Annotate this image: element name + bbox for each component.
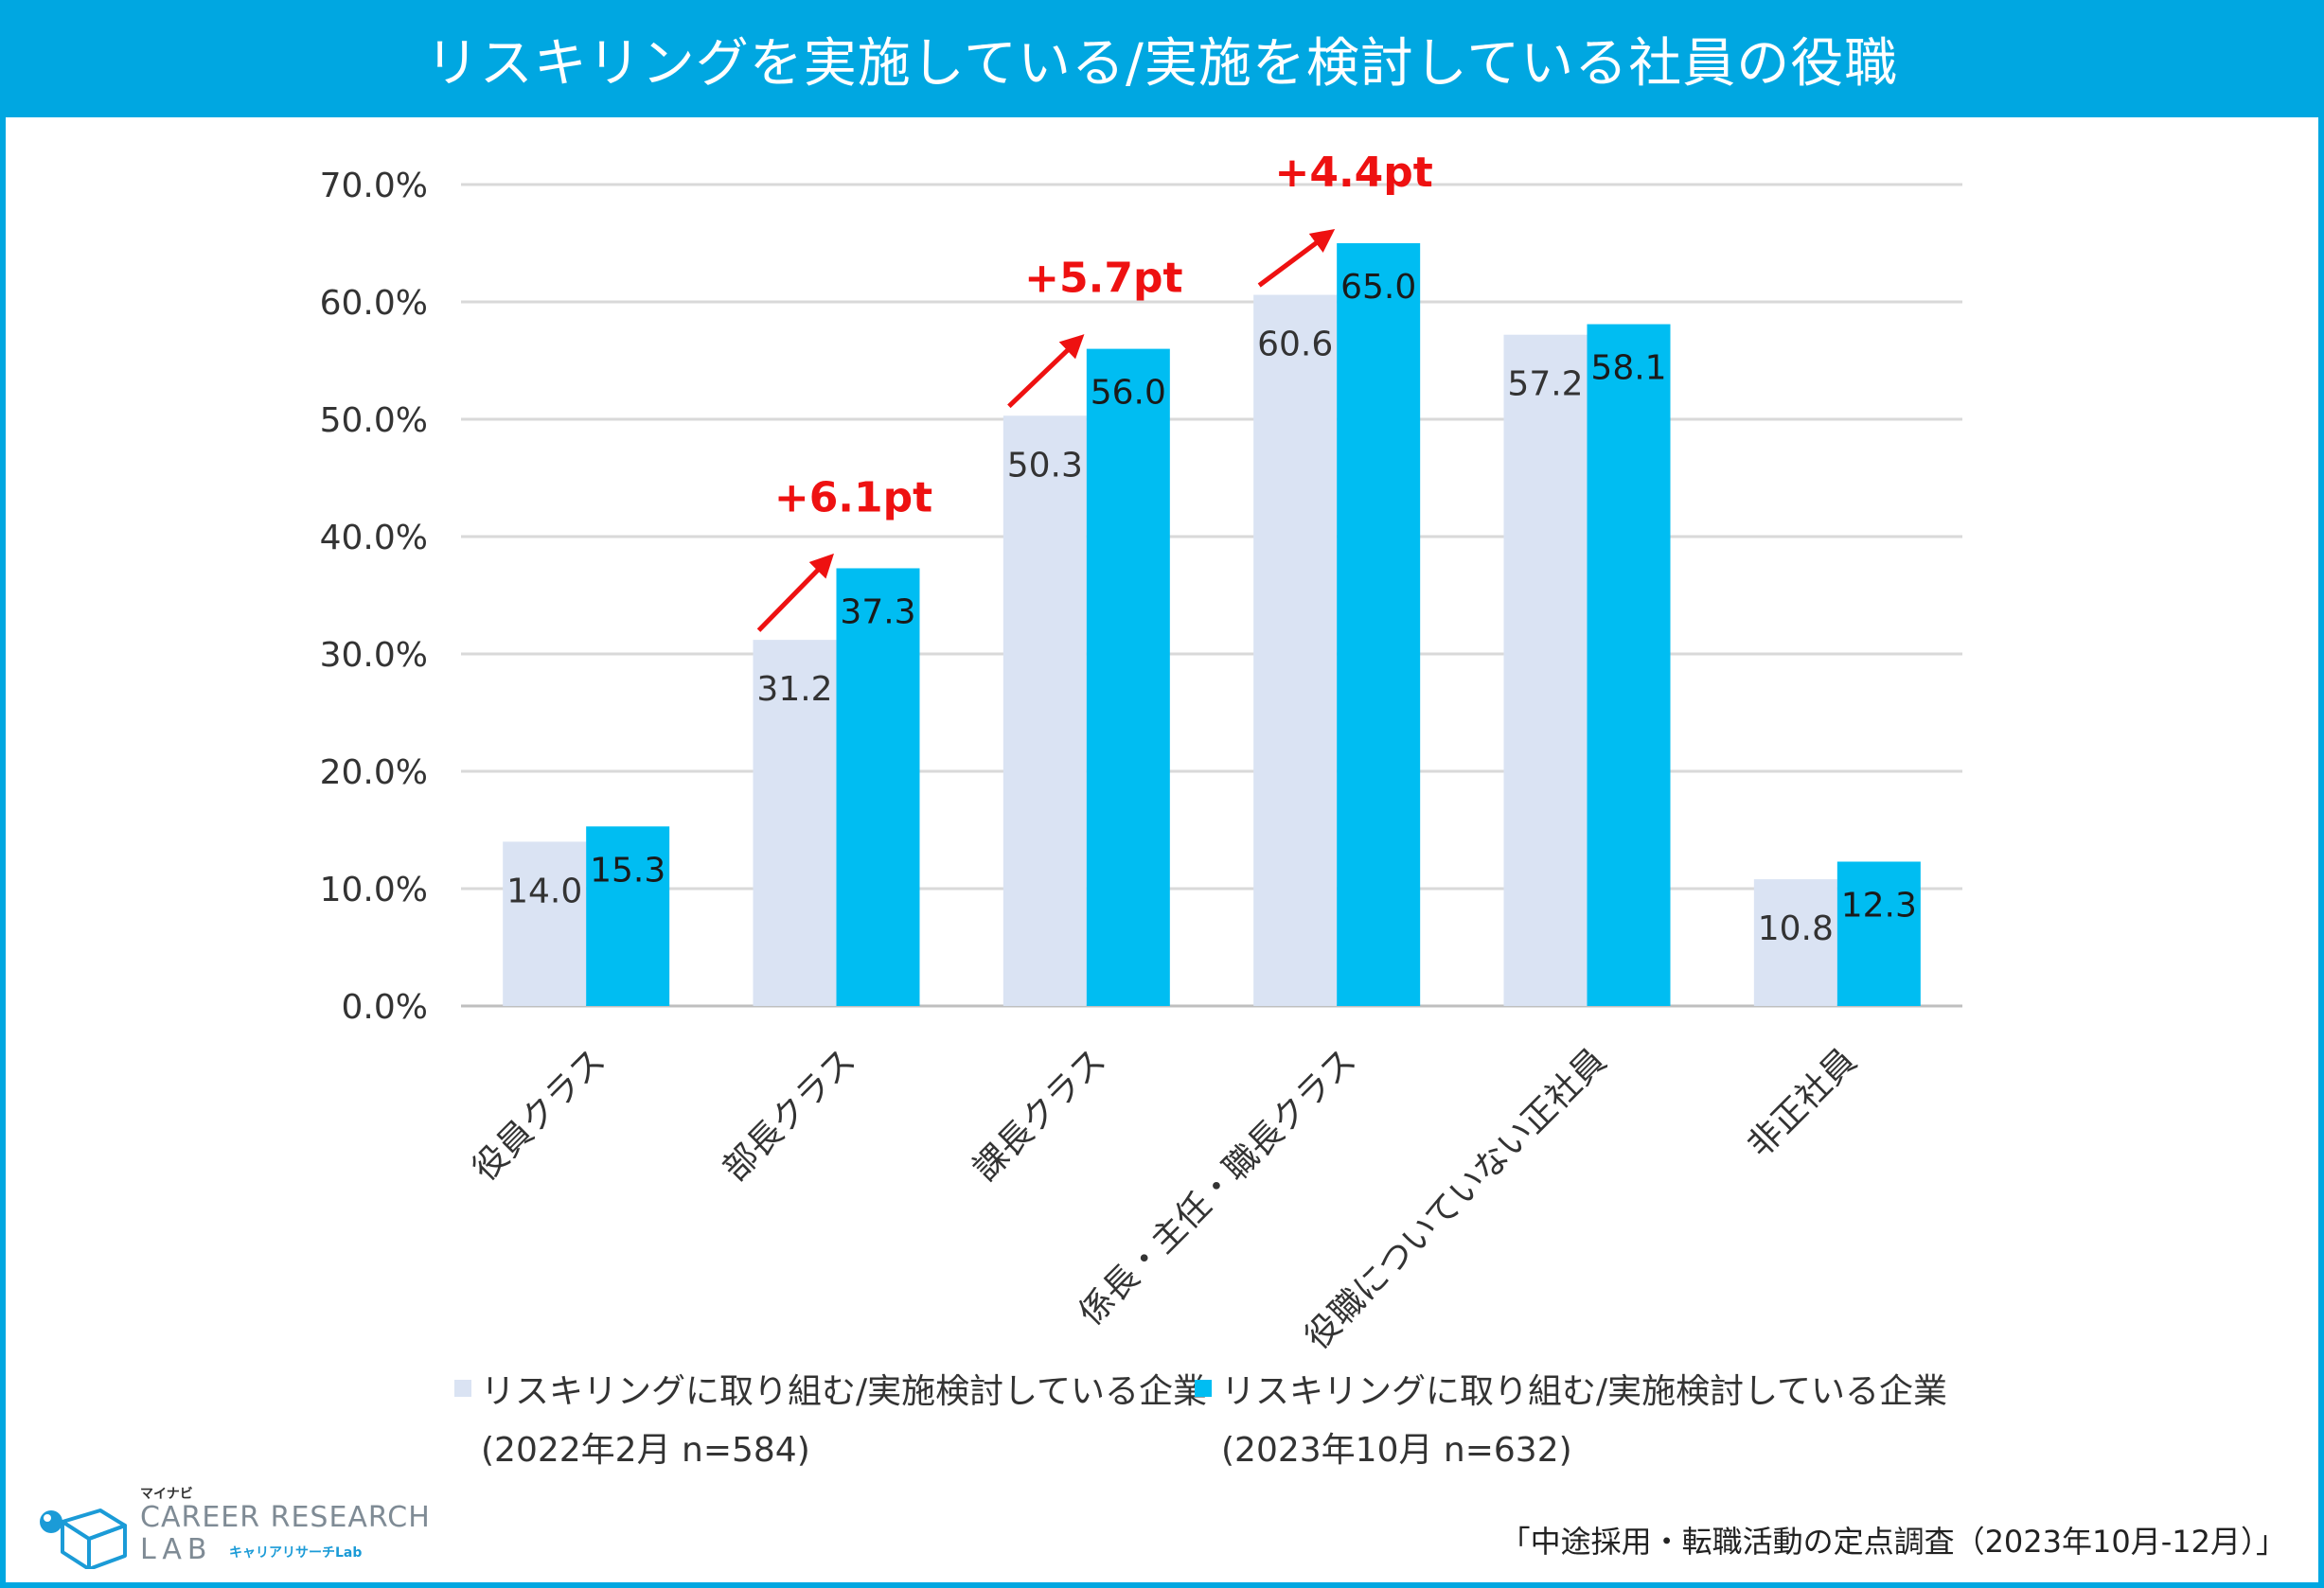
bar-2022 [753,640,837,1006]
change-annotation: +6.1pt [774,473,932,521]
bar-2023 [836,568,920,1006]
legend-sublabel-2023: (2023年10月 n=632) [1221,1431,1572,1470]
data-label-2022: 57.2 [1507,365,1583,404]
label-layer: 14.015.3 役員クラス 31.237.3 部長クラス 50.356.0 課長クラス 6… [466,268,1917,1357]
data-label-2023: 58.1 [1590,349,1666,388]
title-bar: リスキリングを実施している/実施を検討している社員の役職 [0,0,2324,117]
logo-brand-lab: LAB [140,1533,213,1566]
data-label-2023: 37.3 [840,592,915,631]
legend-label-2023: リスキリングに取り組む/実施検討している企業 [1221,1372,1948,1411]
change-arrow-icon [1007,334,1085,409]
y-tick-label: 60.0% [320,284,428,323]
category-label: 課長クラス [966,1041,1113,1189]
y-tick-label: 40.0% [320,519,428,557]
bar-2023 [1587,324,1671,1006]
bar-2022 [503,841,587,1006]
y-tick-label: 50.0% [320,401,428,440]
chart-title: リスキリングを実施している/実施を検討している社員の役職 [425,32,1899,95]
data-label-2023: 12.3 [1841,886,1917,925]
data-label-2022: 31.2 [756,670,832,709]
logo-brand-main: CAREER RESEARCH [140,1501,431,1534]
y-tick-label: 0.0% [342,988,428,1027]
data-label-2023: 15.3 [590,851,665,890]
bar-2022 [1253,294,1338,1006]
data-label-2022: 10.8 [1758,909,1834,948]
cube-logo-icon [40,1509,127,1569]
source-note: 「中途採用・転職活動の定点調査（2023年10月-12月）」 [1499,1524,2286,1560]
bar-2022 [1503,334,1588,1007]
y-tick-label: 10.0% [320,871,428,909]
legend-swatch-2023 [1195,1380,1212,1397]
change-annotation: +4.4pt [1274,149,1432,197]
change-arrow-icon [756,553,834,632]
y-tick-label: 20.0% [320,753,428,792]
y-tick-label: 30.0% [320,636,428,675]
category-label: 役職についていない正社員 [1298,1041,1614,1357]
legend-swatch-2022 [454,1380,471,1397]
data-label-2023: 56.0 [1091,374,1166,413]
data-label-2023: 65.0 [1340,268,1416,307]
legend-sublabel-2022: (2022年2月 n=584) [481,1431,810,1470]
bar-2023 [1086,348,1170,1007]
bar-2023 [1337,243,1421,1006]
logo-brand-jp: キャリアリサーチLab [229,1545,363,1561]
category-label: 非正社員 [1740,1041,1864,1165]
career-research-lab-logo: マイナビ CAREER RESEARCH LAB キャリアリサーチLab [34,1484,470,1569]
annotation-layer: +6.1pt +5.7pt +4.4pt [756,149,1433,632]
bar-2023 [1836,861,1921,1006]
logo-brand-small: マイナビ [140,1487,193,1502]
y-tick-label: 70.0% [320,167,428,205]
grid-layer: 0.0% 10.0% 20.0% 30.0% 40.0% 50.0% 60.0% 70.0% [320,167,1962,1027]
data-label-2022: 14.0 [506,872,582,910]
bar-layer [503,243,1921,1007]
data-label-2022: 60.6 [1257,326,1333,364]
legend-item-2023: リスキリングに取り組む/実施検討している企業 (2023年10月 n=632) [1195,1363,1947,1480]
data-label-2022: 50.3 [1007,446,1083,485]
category-label: 部長クラス [716,1041,863,1189]
change-arrow-icon [1257,229,1336,288]
bar-2023 [586,826,670,1006]
legend-item-2022: リスキリングに取り組む/実施検討している企業 (2022年2月 n=584) [454,1363,1207,1480]
change-annotation: +5.7pt [1024,255,1182,303]
bar-2022 [1002,415,1087,1006]
bar-2022 [1753,879,1837,1006]
legend-label-2022: リスキリングに取り組む/実施検討している企業 [481,1372,1208,1411]
category-label: 役員クラス [466,1041,613,1189]
category-label: 係長・主任・職長クラス [1072,1041,1363,1332]
